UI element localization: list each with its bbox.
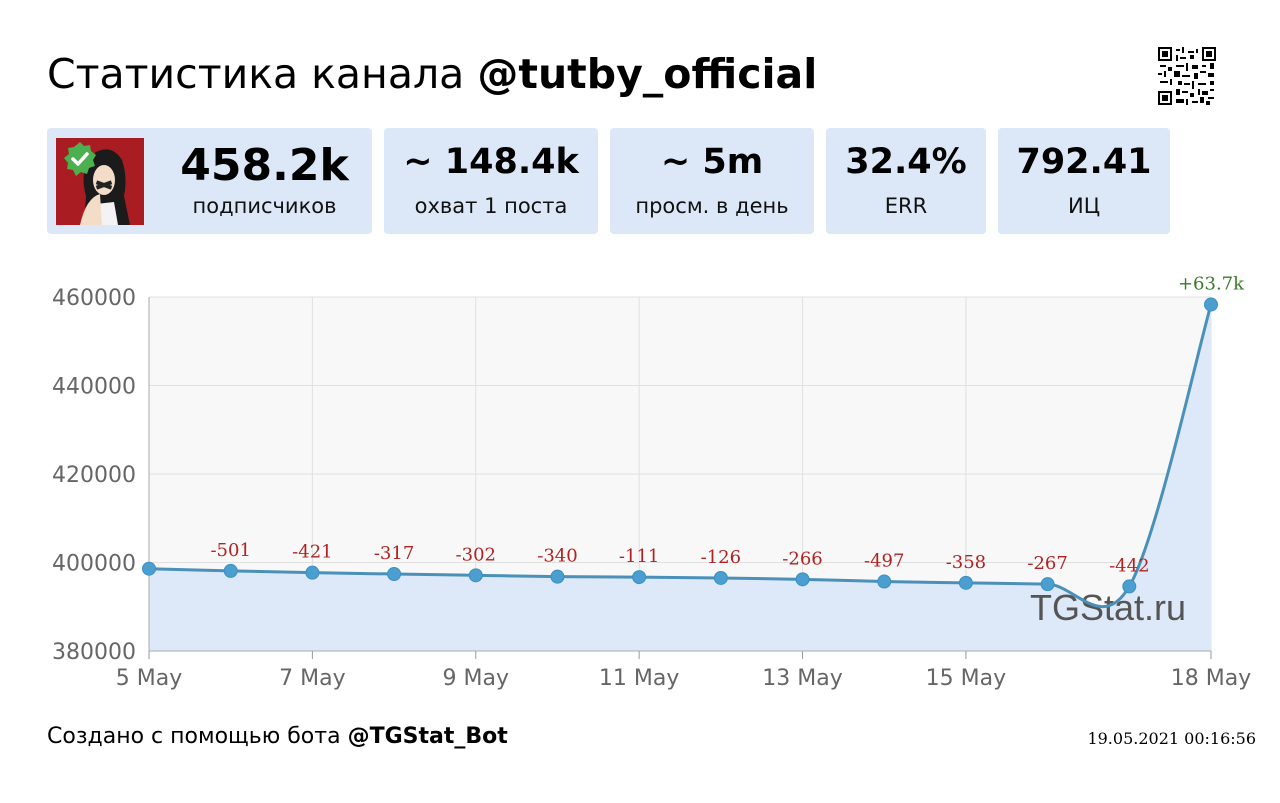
x-tick-label: 13 May xyxy=(762,666,842,691)
data-label: -126 xyxy=(701,547,741,568)
series-area xyxy=(149,304,1211,651)
data-point xyxy=(1122,579,1137,594)
data-label: -358 xyxy=(946,552,986,573)
data-label: -267 xyxy=(1027,553,1067,574)
subscribers-label: подписчиков xyxy=(192,194,337,218)
daily-views-value: ~ 5m xyxy=(660,142,764,182)
y-tick-label: 440000 xyxy=(52,375,136,400)
data-label: -317 xyxy=(374,543,414,564)
data-point xyxy=(142,561,156,576)
data-label: -442 xyxy=(1109,555,1149,576)
ci-value: 792.41 xyxy=(1016,142,1152,182)
data-point xyxy=(223,563,238,578)
footer-created-text: Создано с помощью бота xyxy=(47,724,348,749)
x-tick-label: 5 May xyxy=(116,666,182,691)
stat-card-ci: 792.41 ИЦ xyxy=(998,128,1170,234)
stat-card-err: 32.4% ERR xyxy=(826,128,986,234)
data-point xyxy=(877,574,892,589)
daily-views-label: просм. в день xyxy=(635,194,789,218)
data-label: -340 xyxy=(537,546,577,567)
channel-name: @tutby_official xyxy=(477,50,818,98)
data-label: -421 xyxy=(292,542,332,563)
err-value: 32.4% xyxy=(845,142,967,182)
data-label: +63.7k xyxy=(1178,274,1245,295)
y-tick-label: 420000 xyxy=(52,463,136,488)
data-point xyxy=(1040,577,1055,592)
data-label: -497 xyxy=(864,551,904,572)
ci-label: ИЦ xyxy=(1067,194,1100,218)
data-point xyxy=(795,572,810,587)
err-label: ERR xyxy=(884,194,928,218)
data-point xyxy=(958,575,973,590)
data-point xyxy=(1204,297,1218,312)
reach-label: охват 1 поста xyxy=(414,194,568,218)
data-point xyxy=(713,570,728,585)
x-tick-label: 15 May xyxy=(926,666,1006,691)
stat-card-daily-views: ~ 5m просм. в день xyxy=(610,128,814,234)
footer-bot-link[interactable]: @TGStat_Bot xyxy=(347,724,508,749)
data-label: -111 xyxy=(619,546,659,567)
data-point xyxy=(550,569,565,584)
footer-timestamp: 19.05.2021 00:16:56 xyxy=(1087,729,1256,748)
reach-value: ~ 148.4k xyxy=(403,142,579,182)
data-label: -501 xyxy=(210,540,250,561)
y-tick-label: 400000 xyxy=(52,552,136,577)
data-point xyxy=(387,567,402,582)
verified-badge-icon xyxy=(64,142,96,176)
stat-card-subscribers: 458.2k подписчиков xyxy=(47,128,372,234)
y-tick-label: 460000 xyxy=(52,286,136,311)
data-point xyxy=(632,570,647,585)
data-point xyxy=(468,568,483,583)
stat-card-reach: ~ 148.4k охват 1 поста xyxy=(384,128,598,234)
x-tick-label: 9 May xyxy=(443,666,509,691)
qr-code-icon xyxy=(1158,47,1216,105)
data-point xyxy=(305,565,320,580)
subscribers-value: 458.2k xyxy=(180,140,349,191)
x-tick-label: 18 May xyxy=(1171,666,1251,691)
title-prefix: Статистика канала xyxy=(47,50,478,98)
y-tick-label: 380000 xyxy=(52,640,136,665)
footer-credit: Создано с помощью бота @TGStat_Bot xyxy=(47,724,508,749)
x-tick-label: 11 May xyxy=(599,666,679,691)
data-label: -266 xyxy=(782,548,822,569)
data-label: -302 xyxy=(456,544,496,565)
channel-avatar xyxy=(56,138,144,225)
page-title: Статистика канала @tutby_official xyxy=(47,50,817,98)
x-tick-label: 7 May xyxy=(279,666,345,691)
